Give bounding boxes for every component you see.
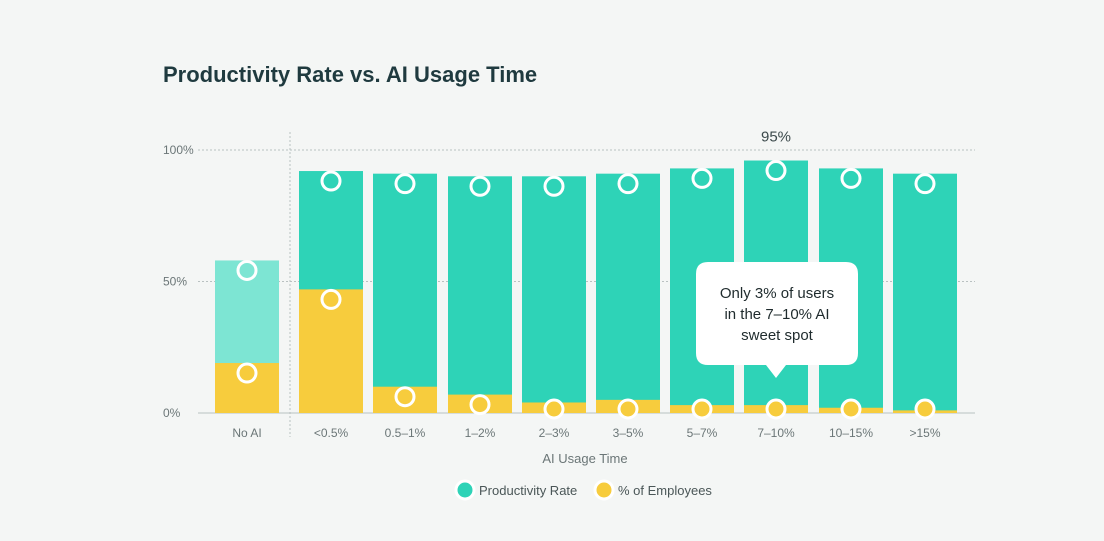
employees-point	[914, 398, 936, 420]
category-label: 2–3%	[539, 426, 570, 440]
productivity-point	[914, 173, 936, 195]
category-label: 7–10%	[757, 426, 795, 440]
callout-line: Only 3% of users	[720, 285, 834, 302]
category-labels: No AI <0.5% 0.5–1% 1–2% 2–3% 3–5% 5–7% 7–10% 10–…	[232, 426, 941, 440]
y-tick-label: 0%	[163, 406, 181, 420]
x-axis-title: AI Usage Time	[542, 451, 627, 466]
productivity-point	[469, 175, 491, 197]
productivity-point	[543, 175, 565, 197]
productivity-point	[320, 170, 342, 192]
productivity-bar	[596, 173, 660, 413]
productivity-bar	[448, 176, 512, 413]
productivity-point	[617, 173, 639, 195]
callout: Only 3% of users in the 7–10% AI sweet spo…	[696, 262, 858, 378]
category-label: No AI	[232, 426, 261, 440]
category-label: 1–2%	[465, 426, 496, 440]
y-tick-labels: 0% 50% 100%	[163, 143, 194, 420]
employees-point	[840, 398, 862, 420]
bars	[215, 160, 957, 413]
data-points	[236, 160, 936, 420]
employees-point	[543, 398, 565, 420]
employees-point	[394, 386, 416, 408]
y-tick-label: 50%	[163, 275, 187, 289]
chart-title: Productivity Rate vs. AI Usage Time	[163, 62, 537, 87]
productivity-point	[236, 259, 258, 281]
category-label: >15%	[909, 426, 940, 440]
productivity-bar	[893, 173, 957, 413]
legend-employees-marker	[593, 479, 615, 501]
employees-point	[236, 362, 258, 384]
legend: Productivity Rate % of Employees	[454, 479, 712, 501]
callout-line: in the 7–10% AI	[724, 306, 829, 323]
productivity-bar	[522, 176, 586, 413]
productivity-point	[394, 173, 416, 195]
category-label: <0.5%	[314, 426, 349, 440]
peak-value-label: 95%	[761, 129, 791, 146]
productivity-point	[840, 167, 862, 189]
category-label: 10–15%	[829, 426, 873, 440]
callout-bubble	[696, 262, 858, 378]
productivity-point	[765, 160, 787, 182]
productivity-point	[691, 167, 713, 189]
category-label: 3–5%	[613, 426, 644, 440]
employees-point	[469, 394, 491, 416]
legend-productivity-label: Productivity Rate	[479, 483, 577, 498]
category-label: 5–7%	[687, 426, 718, 440]
category-label: 0.5–1%	[385, 426, 426, 440]
productivity-bar	[373, 173, 437, 413]
callout-line: sweet spot	[741, 327, 814, 344]
employees-point	[617, 398, 639, 420]
employees-bar	[299, 289, 363, 413]
legend-employees-label: % of Employees	[618, 483, 712, 498]
y-tick-label: 100%	[163, 143, 194, 157]
legend-productivity-marker	[454, 479, 476, 501]
employees-point	[691, 398, 713, 420]
employees-point	[765, 398, 787, 420]
employees-point	[320, 288, 342, 310]
